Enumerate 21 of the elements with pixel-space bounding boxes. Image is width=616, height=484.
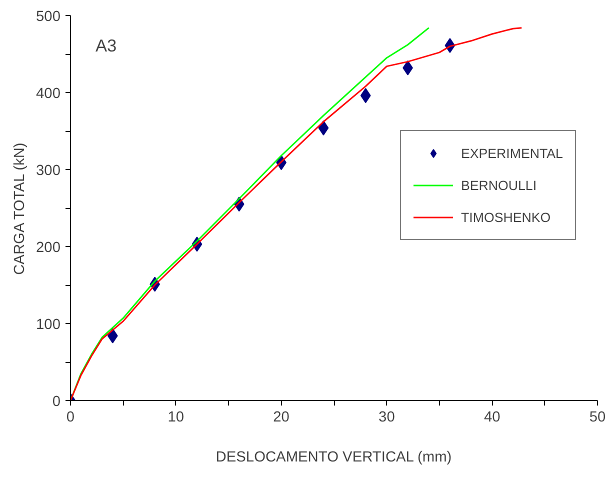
point: [360, 88, 371, 104]
legend-label: TIMOSHENKO: [461, 210, 551, 224]
x-tick-label: 20: [273, 410, 290, 426]
x-tick-label: 50: [589, 410, 606, 426]
point: [107, 328, 118, 344]
x-tick-label: 0: [66, 410, 75, 426]
y-tick-label: 0: [52, 394, 61, 410]
y-axis-title: CARGA TOTAL (kN): [12, 142, 28, 275]
x-tick-label: 10: [168, 410, 184, 426]
x-tick-label: 30: [378, 410, 395, 426]
y-tick-label: 300: [36, 163, 61, 179]
legend-label: BERNOULLI: [461, 178, 537, 192]
x-tick-label: 40: [484, 410, 500, 426]
x-axis-title: DESLOCAMENTO VERTICAL (mm): [216, 450, 452, 466]
y-tick-label: 100: [36, 317, 61, 333]
point: [318, 120, 329, 136]
y-tick-label: 400: [36, 86, 61, 102]
legend-label: EXPERIMENTAL: [461, 146, 563, 160]
y-tick-label: 200: [36, 240, 61, 256]
annotation: A3: [96, 36, 117, 56]
y-tick-label: 500: [36, 9, 61, 25]
